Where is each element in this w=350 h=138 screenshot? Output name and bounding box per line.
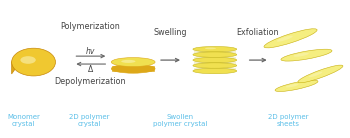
Ellipse shape [298, 65, 343, 83]
Text: hv: hv [86, 47, 95, 56]
Ellipse shape [111, 64, 155, 73]
Ellipse shape [286, 84, 299, 87]
Text: Depolymerization: Depolymerization [55, 77, 126, 86]
Ellipse shape [275, 80, 318, 91]
Ellipse shape [121, 60, 135, 63]
Polygon shape [112, 66, 154, 71]
Ellipse shape [111, 58, 155, 67]
Ellipse shape [309, 72, 322, 77]
Text: 2D polymer
sheets: 2D polymer sheets [268, 114, 309, 127]
Ellipse shape [205, 47, 216, 49]
Ellipse shape [294, 53, 309, 57]
Ellipse shape [12, 48, 56, 76]
Text: Swollen
polymer crystal: Swollen polymer crystal [153, 114, 208, 127]
Polygon shape [12, 57, 16, 74]
Ellipse shape [281, 49, 332, 61]
Ellipse shape [277, 36, 293, 42]
Ellipse shape [193, 52, 237, 57]
Ellipse shape [20, 56, 36, 64]
Ellipse shape [193, 57, 237, 63]
Text: Exfoliation: Exfoliation [236, 28, 279, 37]
Ellipse shape [193, 63, 237, 68]
Text: Swelling: Swelling [153, 28, 187, 37]
Ellipse shape [193, 68, 237, 74]
Text: Polymerization: Polymerization [61, 22, 120, 31]
Text: Monomer
crystal: Monomer crystal [7, 114, 40, 127]
Ellipse shape [193, 47, 237, 52]
Text: 2D polymer
crystal: 2D polymer crystal [69, 114, 110, 127]
Text: Δ: Δ [88, 66, 93, 75]
Polygon shape [16, 57, 51, 68]
Ellipse shape [264, 29, 317, 48]
